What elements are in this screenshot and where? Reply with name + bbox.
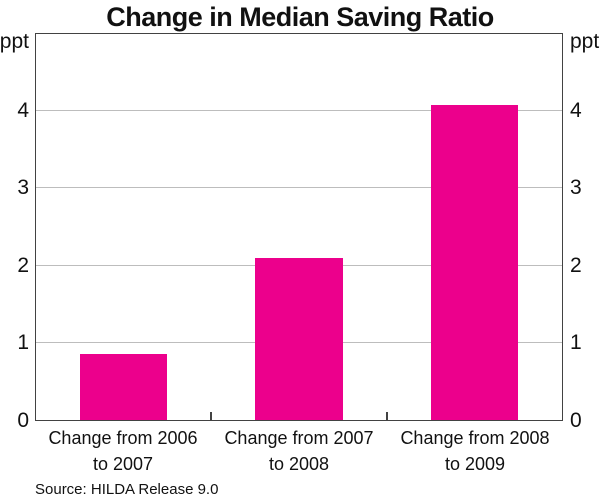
category-divider-tick [210,412,213,420]
y-tick-label-left: 0 [17,409,29,432]
gridline [36,110,562,112]
gridline [36,187,562,189]
x-category-label: Change from 2006 to 2007 [48,428,198,474]
y-tick-label-left: 1 [17,331,29,355]
bar [430,105,519,420]
category-divider-tick [385,412,388,420]
y-tick-label-right: 4 [570,98,582,122]
y-tick-label-left: 2 [17,253,29,277]
plot-area [35,33,563,421]
y-tick-label-right: 0 [570,409,582,432]
y-tick-label-left: 4 [17,98,29,122]
x-category-label: Change from 2007 to 2008 [224,428,374,474]
y-tick-label-right: 3 [570,176,582,200]
right-axis-unit-label: ppt [570,30,600,53]
left-axis-unit-label: ppt [0,30,29,53]
bar [255,257,343,420]
y-tick-label-right: 1 [570,331,582,355]
x-category-label: Change from 2008 to 2009 [400,428,550,474]
y-tick-label-left: 3 [17,176,29,200]
bar [79,354,168,420]
source-note: Source: HILDA Release 9.0 [35,481,219,498]
chart-title: Change in Median Saving Ratio [106,2,494,32]
y-tick-label-right: 2 [570,253,582,277]
